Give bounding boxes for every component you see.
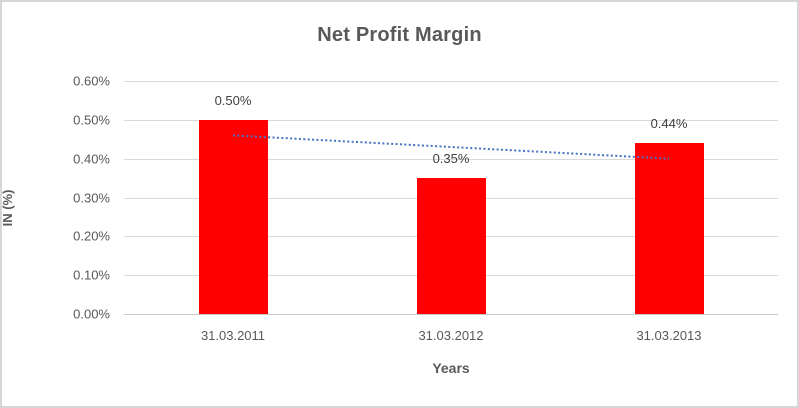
gridline (124, 158, 778, 160)
gridline (124, 119, 778, 121)
x-tick-label: 31.03.2013 (636, 328, 702, 343)
bar-31.03.2013 (634, 143, 704, 314)
gridline (124, 314, 778, 315)
data-label: 0.50% (214, 92, 252, 108)
x-tick-label: 31.03.2011 (200, 328, 266, 343)
gridline (124, 81, 778, 82)
y-tick-label: 0.30% (73, 190, 110, 205)
bar-31.03.2011 (198, 119, 268, 314)
chart-title: Net Profit Margin (317, 24, 482, 46)
y-tick-label: 0.40% (73, 151, 110, 167)
plot-area (124, 81, 778, 315)
bar-31.03.2012 (416, 178, 486, 314)
x-axis-title: Years (432, 360, 470, 376)
y-axis-title: IN (%) (0, 189, 15, 227)
y-tick-label: 0.60% (73, 73, 110, 89)
data-label: 0.44% (650, 116, 688, 132)
y-tick-label: 0.50% (73, 112, 110, 128)
x-tick-label: 31.03.2012 (418, 328, 484, 343)
data-label: 0.35% (432, 151, 470, 167)
y-tick-label: 0.20% (73, 228, 110, 244)
y-tick-label: 0.00% (73, 306, 110, 322)
y-tick-label: 0.10% (73, 267, 110, 283)
